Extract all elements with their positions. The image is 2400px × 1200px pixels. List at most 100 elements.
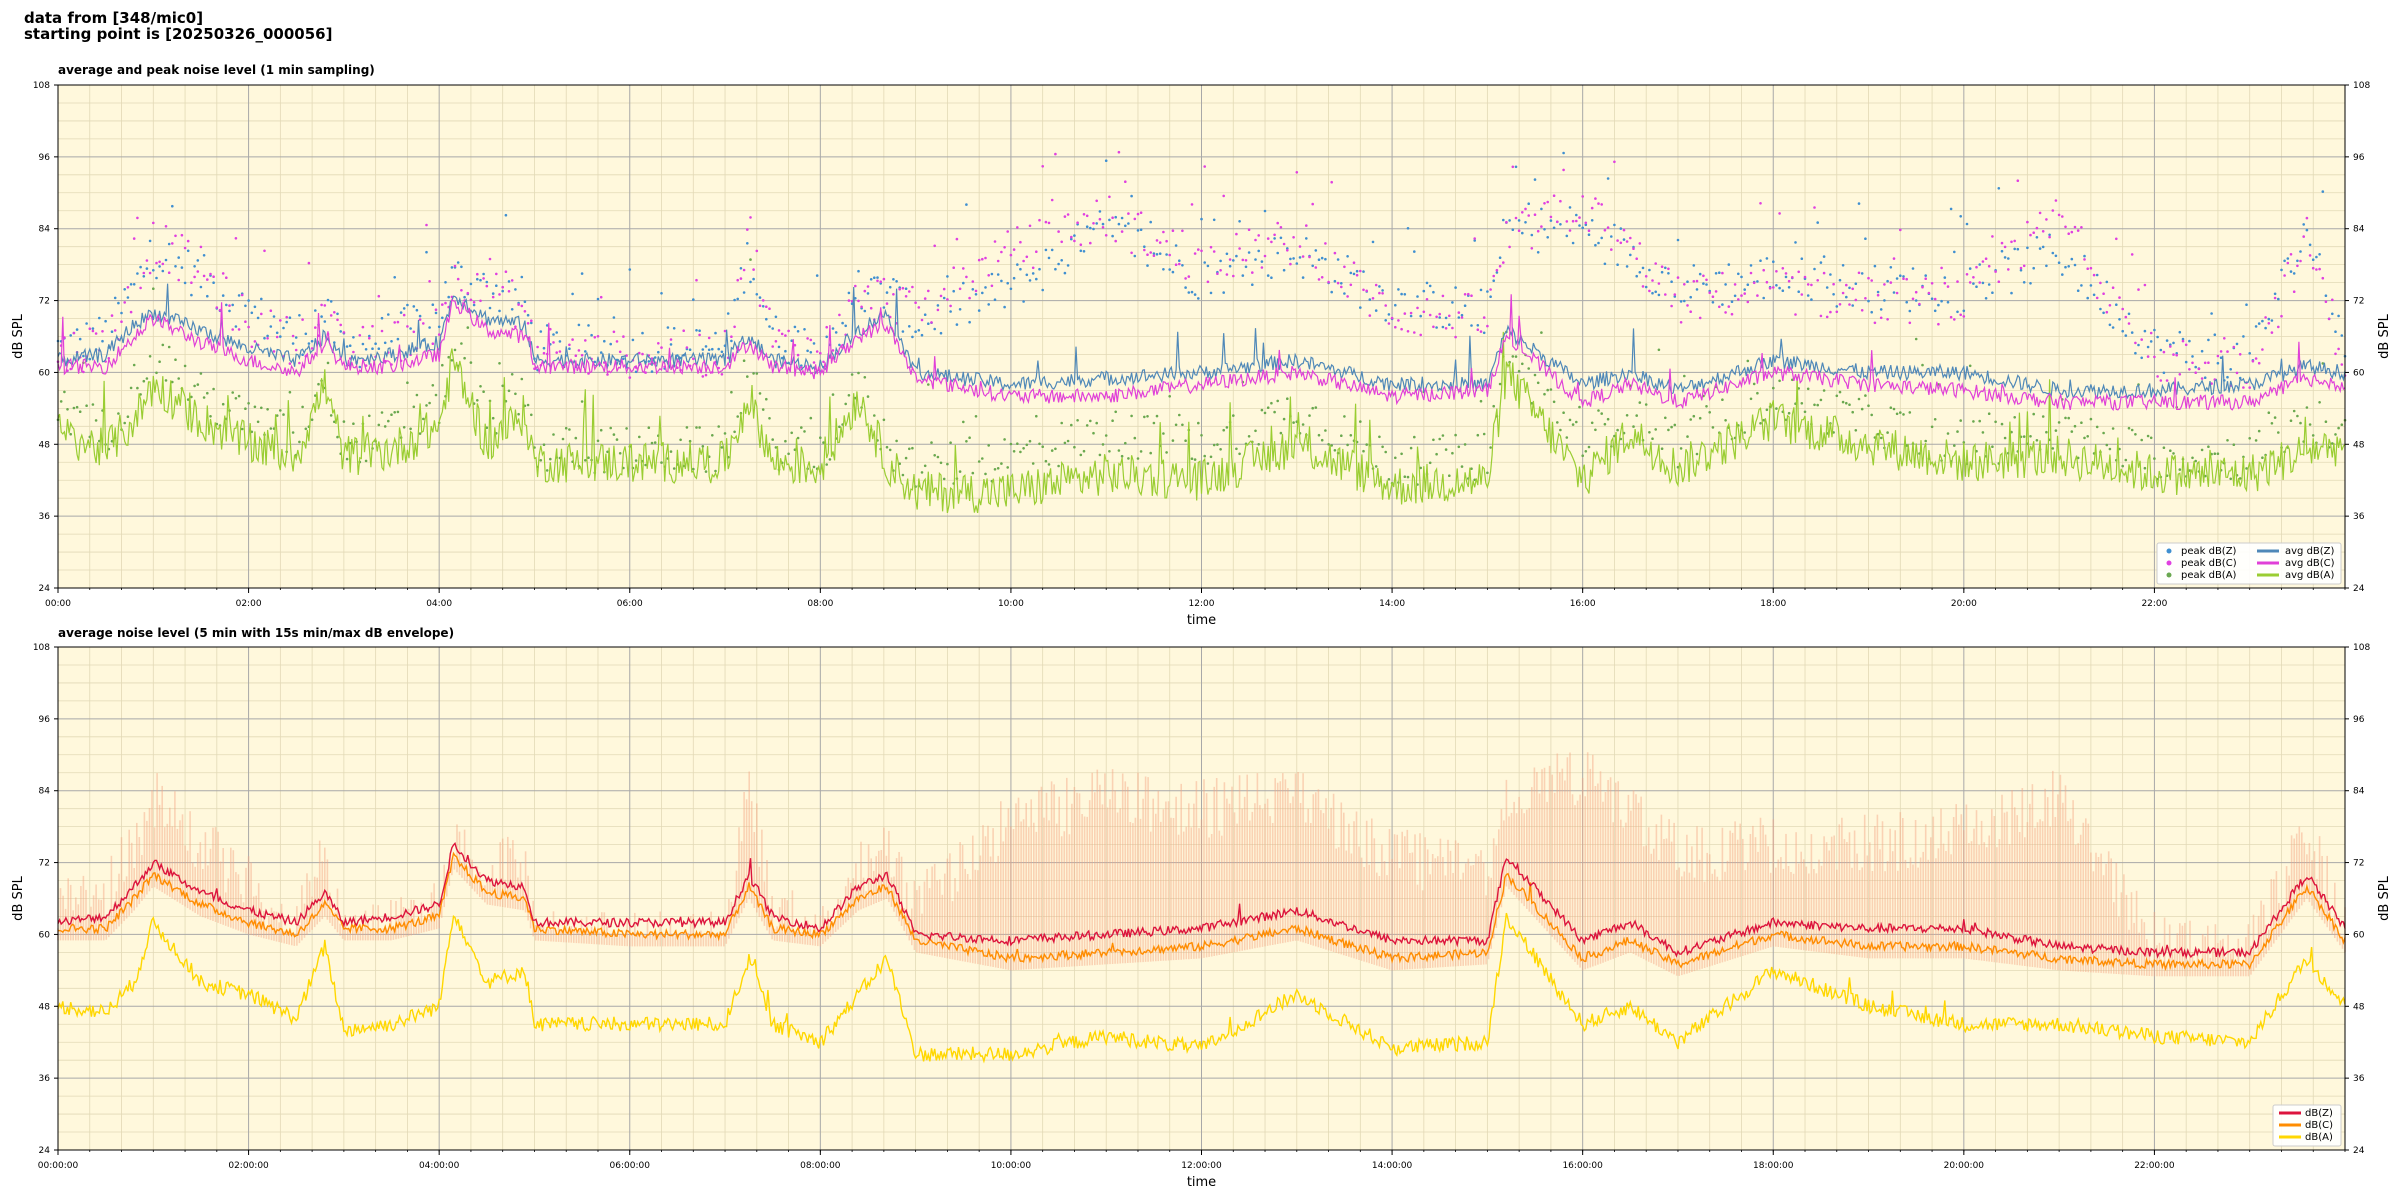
peak-point <box>990 284 994 288</box>
peak-point <box>161 262 165 266</box>
peak-point <box>1031 462 1035 465</box>
peak-point <box>2130 331 2134 334</box>
peak-point <box>2172 341 2175 345</box>
peak-point <box>1644 275 1648 278</box>
peak-point <box>1101 222 1105 226</box>
peak-point <box>2340 423 2344 427</box>
peak-point <box>447 355 451 359</box>
peak-point <box>1454 335 1457 339</box>
peak-point <box>142 271 146 275</box>
peak-point <box>2308 243 2312 247</box>
peak-point <box>1178 262 1181 266</box>
peak-point <box>1625 414 1629 417</box>
peak-point <box>1120 216 1124 220</box>
peak-point <box>688 348 692 352</box>
legend-label: avg dB(C) <box>2285 558 2335 569</box>
peak-point <box>94 332 98 335</box>
peak-point <box>1454 433 1457 437</box>
peak-point <box>167 242 171 246</box>
peak-point <box>78 410 82 414</box>
peak-point <box>1816 403 1819 407</box>
peak-point <box>1756 391 1759 395</box>
peak-point <box>193 265 196 268</box>
peak-point <box>584 459 587 462</box>
peak-point <box>1511 228 1515 231</box>
peak-point <box>717 347 720 351</box>
peak-point <box>936 304 940 307</box>
peak-point <box>688 439 692 443</box>
peak-point <box>552 341 555 344</box>
peak-point <box>1740 294 1743 297</box>
peak-point <box>1257 249 1260 253</box>
peak-point <box>374 342 377 346</box>
peak-point <box>761 305 765 308</box>
peak-point <box>2232 345 2236 349</box>
peak-point <box>1552 194 1556 197</box>
peak-point <box>244 320 247 324</box>
peak-point <box>577 349 581 352</box>
peak-point <box>2124 315 2128 319</box>
peak-point <box>1962 441 1966 444</box>
peak-point <box>1517 369 1521 373</box>
peak-point <box>266 334 269 338</box>
peak-point <box>1759 202 1762 205</box>
peak-point <box>1613 434 1616 438</box>
peak-point <box>266 337 269 340</box>
peak-point <box>1324 257 1327 261</box>
peak-point <box>1276 399 1279 403</box>
peak-point <box>685 346 689 349</box>
peak-point <box>962 281 965 285</box>
peak-point <box>1972 276 1975 279</box>
peak-point <box>828 458 832 461</box>
peak-point <box>974 289 978 293</box>
peak-point <box>1899 228 1902 232</box>
peak-point <box>269 427 273 430</box>
peak-point <box>1295 262 1299 265</box>
peak-point <box>1282 417 1286 421</box>
peak-point <box>1171 229 1175 232</box>
peak-point <box>946 462 949 466</box>
peak-point <box>104 319 107 323</box>
peak-point <box>301 318 304 321</box>
peak-point <box>1911 297 1915 301</box>
peak-point <box>765 317 768 321</box>
peak-point <box>345 345 349 348</box>
peak-point <box>850 373 854 376</box>
peak-point <box>1851 410 1854 414</box>
peak-point <box>1664 293 1667 296</box>
peak-point <box>495 284 498 288</box>
peak-point <box>498 293 501 296</box>
peak-point <box>911 285 914 289</box>
peak-point <box>847 291 851 295</box>
peak-point <box>1168 395 1171 398</box>
peak-point <box>2194 459 2197 463</box>
peak-point <box>1651 279 1654 282</box>
peak-point <box>1381 445 1384 449</box>
peak-point <box>218 308 222 312</box>
peak-point <box>863 309 867 313</box>
peak-point <box>2045 430 2048 434</box>
peak-point <box>1530 247 1534 250</box>
peak-point <box>82 354 85 358</box>
peak-point <box>533 367 536 371</box>
peak-point <box>2127 322 2131 325</box>
peak-point <box>234 325 238 328</box>
panel1-ytick-label-left: 36 <box>39 512 51 522</box>
peak-point <box>1962 315 1966 318</box>
peak-point <box>1162 230 1165 234</box>
peak-point <box>288 316 292 320</box>
panel2-ytick-label-left: 24 <box>39 1146 51 1156</box>
peak-point <box>1816 221 1819 224</box>
peak-point <box>2057 421 2061 424</box>
peak-point <box>1346 295 1349 298</box>
peak-point <box>568 347 571 351</box>
peak-point <box>501 289 505 293</box>
peak-point <box>479 385 482 388</box>
peak-point <box>91 327 95 330</box>
peak-point <box>650 357 654 360</box>
peak-point <box>1568 206 1572 209</box>
peak-point <box>1387 478 1391 481</box>
peak-point <box>1956 430 1959 433</box>
peak-point <box>1816 279 1819 282</box>
peak-point <box>1003 246 1006 249</box>
